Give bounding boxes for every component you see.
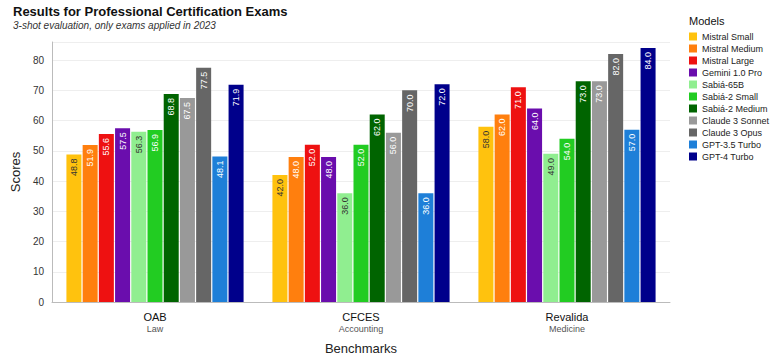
svg-text:57.0: 57.0 <box>627 134 637 152</box>
svg-text:57.5: 57.5 <box>118 132 128 150</box>
svg-text:56.3: 56.3 <box>134 136 144 154</box>
svg-text:3-shot evaluation, only exams: 3-shot evaluation, only exams applied in… <box>13 20 216 31</box>
svg-text:68.8: 68.8 <box>166 98 176 116</box>
svg-text:82.0: 82.0 <box>611 58 621 76</box>
svg-text:GPT-4 Turbo: GPT-4 Turbo <box>702 152 754 162</box>
svg-text:Scores: Scores <box>8 151 23 192</box>
svg-text:48.1: 48.1 <box>215 161 225 179</box>
svg-text:42.0: 42.0 <box>275 179 285 197</box>
svg-text:70.0: 70.0 <box>405 94 415 112</box>
svg-text:Sabiá-65B: Sabiá-65B <box>702 80 744 90</box>
svg-text:73.0: 73.0 <box>594 85 604 103</box>
svg-text:52.0: 52.0 <box>356 149 366 167</box>
svg-text:Mistral Small: Mistral Small <box>702 32 754 42</box>
svg-text:70: 70 <box>33 85 45 96</box>
svg-text:Accounting: Accounting <box>339 324 384 334</box>
svg-text:Sabiá-2 Small: Sabiá-2 Small <box>702 92 758 102</box>
svg-text:CFCES: CFCES <box>342 311 379 323</box>
svg-text:Gemini 1.0 Pro: Gemini 1.0 Pro <box>702 68 762 78</box>
svg-text:84.0: 84.0 <box>643 52 653 70</box>
svg-text:Results for Professional Certi: Results for Professional Certification E… <box>13 4 288 19</box>
svg-text:48.0: 48.0 <box>324 161 334 179</box>
svg-text:73.0: 73.0 <box>578 85 588 103</box>
svg-text:56.9: 56.9 <box>150 134 160 152</box>
svg-text:62.0: 62.0 <box>372 119 382 137</box>
svg-text:0: 0 <box>38 297 44 308</box>
svg-text:GPT-3.5 Turbo: GPT-3.5 Turbo <box>702 140 761 150</box>
svg-text:Mistral Medium: Mistral Medium <box>702 44 763 54</box>
svg-text:54.0: 54.0 <box>562 143 572 161</box>
svg-text:71.9: 71.9 <box>231 89 241 107</box>
svg-text:Models: Models <box>689 15 725 27</box>
svg-text:40: 40 <box>33 176 45 187</box>
svg-text:Claude 3 Opus: Claude 3 Opus <box>702 128 763 138</box>
svg-text:Benchmarks: Benchmarks <box>325 341 398 356</box>
svg-text:51.9: 51.9 <box>85 149 95 167</box>
svg-text:20: 20 <box>33 236 45 247</box>
svg-text:60: 60 <box>33 115 45 126</box>
svg-text:Claude 3 Sonnet: Claude 3 Sonnet <box>702 116 770 126</box>
svg-text:62.0: 62.0 <box>497 119 507 137</box>
svg-text:48.0: 48.0 <box>291 161 301 179</box>
svg-text:48.8: 48.8 <box>69 158 79 176</box>
svg-text:67.5: 67.5 <box>182 102 192 120</box>
svg-text:Mistral Large: Mistral Large <box>702 56 754 66</box>
svg-text:Revalida: Revalida <box>546 311 590 323</box>
svg-text:55.6: 55.6 <box>101 138 111 156</box>
svg-text:Law: Law <box>147 324 164 334</box>
svg-text:80: 80 <box>33 55 45 66</box>
svg-text:49.0: 49.0 <box>546 158 556 176</box>
svg-text:72.0: 72.0 <box>437 88 447 106</box>
svg-text:10: 10 <box>33 266 45 277</box>
svg-text:71.0: 71.0 <box>513 91 523 109</box>
svg-text:Sabiá-2 Medium: Sabiá-2 Medium <box>702 104 768 114</box>
svg-text:30: 30 <box>33 206 45 217</box>
svg-text:52.0: 52.0 <box>307 149 317 167</box>
svg-text:64.0: 64.0 <box>530 113 540 131</box>
svg-text:Medicine: Medicine <box>549 324 585 334</box>
svg-text:58.0: 58.0 <box>481 131 491 149</box>
svg-text:OAB: OAB <box>143 311 166 323</box>
svg-text:36.0: 36.0 <box>340 197 350 215</box>
svg-text:50: 50 <box>33 145 45 156</box>
svg-text:36.0: 36.0 <box>421 197 431 215</box>
svg-text:56.0: 56.0 <box>388 137 398 155</box>
svg-text:77.5: 77.5 <box>199 72 209 90</box>
